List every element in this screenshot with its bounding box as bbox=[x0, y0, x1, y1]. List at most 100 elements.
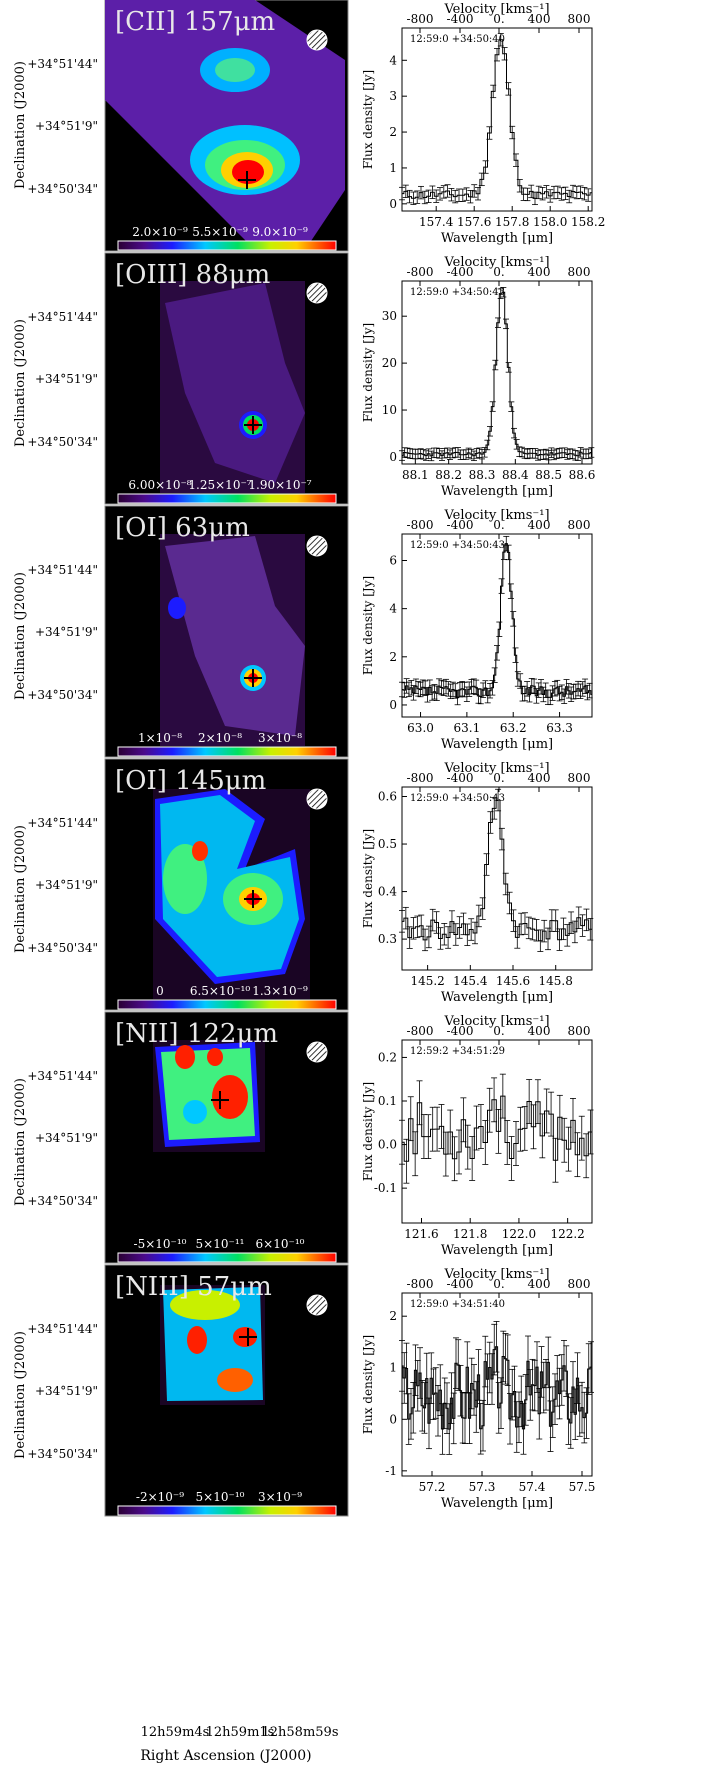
y-tick-label: 0 bbox=[389, 1412, 397, 1426]
dec-axis-label: Declination (J2000) bbox=[13, 61, 28, 189]
x-tick-label: 88.6 bbox=[569, 468, 596, 482]
x-tick-label: 121.8 bbox=[453, 1227, 487, 1241]
ra-axis-label: Right Ascension (J2000) bbox=[140, 1748, 311, 1764]
velocity-tick-label: 400 bbox=[528, 265, 551, 279]
velocity-tick-label: -800 bbox=[407, 265, 434, 279]
x-axis-label: Wavelength [μm] bbox=[441, 737, 553, 752]
x-tick-label: 57.5 bbox=[569, 1480, 596, 1494]
spectrum-coordinates: 12:59:2 +34:51:29 bbox=[410, 1046, 505, 1057]
velocity-tick-label: -800 bbox=[407, 1024, 434, 1038]
x-tick-label: 88.2 bbox=[435, 468, 462, 482]
map-title: [NII] 122μm bbox=[115, 1019, 278, 1049]
colorbar-tick-label: 6.00×10⁻⁸ bbox=[128, 478, 191, 492]
dec-tick-label: +34°50'34" bbox=[27, 182, 98, 196]
y-axis-label: Flux density [Jy] bbox=[361, 829, 375, 928]
velocity-tick-label: 800 bbox=[568, 1277, 591, 1291]
velocity-tick-label: 800 bbox=[568, 1024, 591, 1038]
map-title: [OI] 145μm bbox=[115, 766, 266, 796]
colorbar bbox=[117, 1505, 337, 1516]
colorbar-tick-label: 5.5×10⁻⁹ bbox=[192, 225, 248, 239]
panel-3: [OI] 63μm 1×10⁻⁸ 2×10⁻⁸ 3×10⁻⁸ +34°51'44" +34… bbox=[13, 505, 593, 758]
colorbar-tick-label: 6×10⁻¹⁰ bbox=[256, 1237, 305, 1251]
x-tick-label: 145.8 bbox=[539, 974, 573, 988]
spectrum-frame bbox=[401, 786, 593, 971]
panel-6: [NIII] 57μm -2×10⁻⁹ 5×10⁻¹⁰ 3×10⁻⁹ +34°51'44… bbox=[13, 1264, 596, 1517]
x-tick-label: 145.6 bbox=[496, 974, 530, 988]
velocity-tick-label: 800 bbox=[568, 518, 591, 532]
dec-tick-label: +34°51'44" bbox=[27, 1069, 98, 1083]
dec-tick-label: +34°51'9" bbox=[35, 372, 98, 386]
velocity-tick-label: 400 bbox=[528, 1277, 551, 1291]
dec-axis-label: Declination (J2000) bbox=[13, 572, 28, 700]
y-tick-label: 6 bbox=[389, 553, 397, 567]
x-axis-label: Wavelength [μm] bbox=[441, 231, 553, 246]
y-tick-label: 0.4 bbox=[378, 885, 397, 899]
spectrum-coordinates: 12:59:0 +34:50:40 bbox=[410, 34, 505, 45]
map-image bbox=[153, 788, 328, 999]
y-axis-label: Flux density [Jy] bbox=[361, 323, 375, 422]
spectrum-line bbox=[402, 1346, 592, 1430]
y-tick-label: 0.3 bbox=[378, 932, 397, 946]
x-tick-label: 157.6 bbox=[457, 215, 491, 229]
velocity-axis-label: Velocity [kms⁻¹] bbox=[443, 1014, 549, 1029]
x-tick-label: 157.4 bbox=[419, 215, 454, 229]
dec-tick-label: +34°50'34" bbox=[27, 1194, 98, 1208]
map-emission bbox=[212, 1075, 248, 1119]
map-title: [OIII] 88μm bbox=[115, 260, 270, 290]
x-tick-label: 63.1 bbox=[454, 721, 481, 735]
panel-1: [CII] 157μm 2.0×10⁻⁹ 5.5×10⁻⁹ 9.0×10⁻⁹ +34°5… bbox=[13, 0, 605, 252]
x-axis-label: Wavelength [μm] bbox=[441, 990, 553, 1005]
colorbar-tick-label: 1×10⁻⁸ bbox=[138, 731, 182, 745]
y-tick-label: 10 bbox=[382, 403, 397, 417]
y-tick-label: 0.5 bbox=[378, 837, 397, 851]
map-emission bbox=[170, 1290, 240, 1320]
y-axis-label: Flux density [Jy] bbox=[361, 70, 375, 169]
velocity-tick-label: -800 bbox=[407, 771, 434, 785]
y-tick-label: 0 bbox=[389, 197, 397, 211]
spectrum-line bbox=[402, 291, 592, 457]
velocity-tick-label: -400 bbox=[447, 12, 474, 26]
velocity-tick-label: 800 bbox=[568, 771, 591, 785]
y-axis-label: Flux density [Jy] bbox=[361, 1082, 375, 1181]
beam-icon bbox=[306, 1294, 328, 1316]
velocity-tick-label: -800 bbox=[407, 12, 434, 26]
colorbar-tick-label: 2×10⁻⁸ bbox=[198, 731, 242, 745]
y-tick-label: 1 bbox=[389, 161, 397, 175]
map-image bbox=[160, 1285, 328, 1405]
spectrum-line bbox=[402, 39, 592, 199]
ra-tick-label: 12h59m4s bbox=[141, 1725, 210, 1740]
colorbar-tick-label: 2.0×10⁻⁹ bbox=[132, 225, 188, 239]
y-axis-label: Flux density [Jy] bbox=[361, 1335, 375, 1434]
map-image bbox=[105, 0, 345, 250]
colorbar-tick-label: 1.90×10⁻⁷ bbox=[248, 478, 311, 492]
dec-axis-label: Declination (J2000) bbox=[13, 1331, 28, 1459]
y-tick-label: 20 bbox=[382, 356, 397, 370]
map-emission bbox=[168, 597, 186, 619]
map-title: [NIII] 57μm bbox=[115, 1272, 272, 1302]
panel-5: [NII] 122μm -5×10⁻¹⁰ 5×10⁻¹¹ 6×10⁻¹⁰ +34°51'… bbox=[13, 1011, 594, 1264]
velocity-axis-label: Velocity [kms⁻¹] bbox=[443, 508, 549, 523]
dec-tick-label: +34°50'34" bbox=[27, 941, 98, 955]
dec-tick-label: +34°50'34" bbox=[27, 688, 98, 702]
spectrum-frame bbox=[401, 533, 593, 718]
x-tick-label: 145.2 bbox=[410, 974, 444, 988]
spectrum-frame bbox=[401, 27, 593, 212]
dec-axis-label: Declination (J2000) bbox=[13, 319, 28, 447]
dec-tick-label: +34°50'34" bbox=[27, 1447, 98, 1461]
spectrum-errorbars bbox=[399, 1073, 594, 1184]
map-title: [OI] 63μm bbox=[115, 513, 250, 543]
spectrum-errorbars bbox=[399, 788, 594, 952]
y-tick-label: 0.2 bbox=[378, 1050, 397, 1064]
y-tick-label: -0.1 bbox=[374, 1181, 397, 1195]
x-tick-label: 63.0 bbox=[407, 721, 434, 735]
colorbar-tick-label: 3×10⁻⁹ bbox=[258, 1490, 302, 1504]
colorbar-tick-label: 5×10⁻¹⁰ bbox=[196, 1490, 245, 1504]
velocity-tick-label: -400 bbox=[447, 1277, 474, 1291]
map-emission bbox=[215, 58, 255, 82]
map-emission bbox=[175, 1045, 195, 1069]
y-tick-label: 2 bbox=[389, 650, 397, 664]
dec-tick-label: +34°51'9" bbox=[35, 119, 98, 133]
dec-tick-label: +34°51'44" bbox=[27, 1322, 98, 1336]
colorbar-tick-label: -5×10⁻¹⁰ bbox=[134, 1237, 187, 1251]
